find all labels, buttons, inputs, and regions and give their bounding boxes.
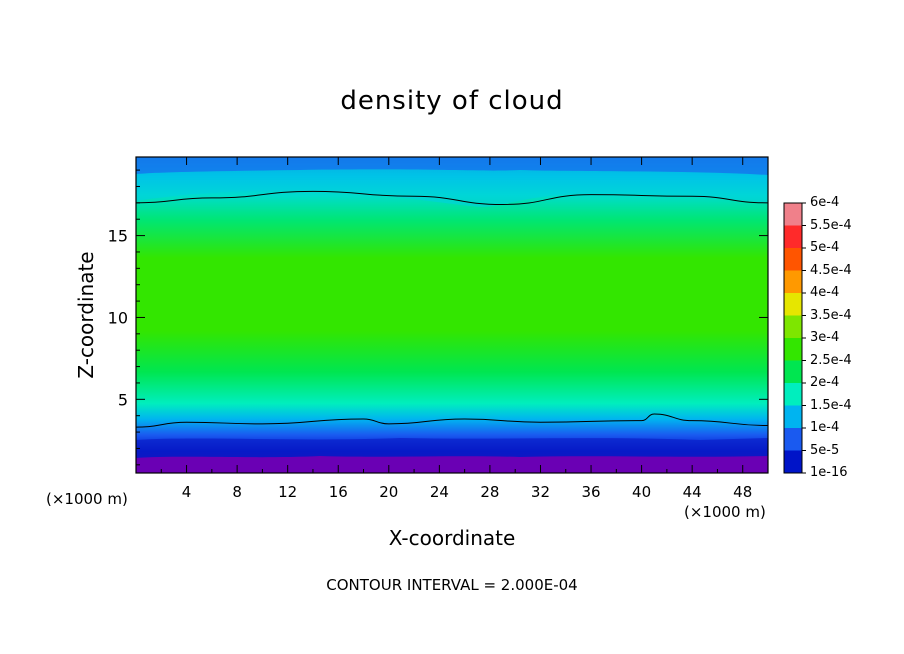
contour-lines bbox=[135, 190, 769, 428]
x-tick-label: 40 bbox=[632, 483, 651, 501]
colorbar-segment bbox=[784, 293, 802, 316]
y-tick-label: 5 bbox=[118, 390, 128, 409]
x-unit-label-right: (×1000 m) bbox=[684, 503, 766, 521]
colorbar-label: 4.5e-4 bbox=[810, 262, 852, 278]
x-tick-label: 8 bbox=[232, 483, 242, 501]
y-axis-ticks: 5 10 15 bbox=[108, 169, 768, 466]
colorbar-label: 2.5e-4 bbox=[810, 352, 852, 368]
colorbar-label: 1e-16 bbox=[810, 465, 848, 480]
colorbar-label: 3.5e-4 bbox=[810, 307, 852, 323]
colorbar-label: 1.5e-4 bbox=[810, 397, 852, 413]
x-tick-label: 36 bbox=[581, 483, 600, 501]
y-axis-label: Z-coordinate bbox=[74, 251, 98, 379]
upper-blue-band bbox=[136, 157, 768, 175]
colorbar-label: 2e-4 bbox=[810, 375, 840, 390]
x-tick-label: 20 bbox=[379, 483, 398, 501]
x-tick-label: 16 bbox=[329, 483, 348, 501]
x-tick-label: 12 bbox=[278, 483, 297, 501]
x-axis-label: X-coordinate bbox=[388, 526, 516, 550]
colorbar-segment bbox=[784, 383, 802, 406]
x-tick-label: 48 bbox=[733, 483, 752, 501]
colorbar-label: 5e-4 bbox=[810, 240, 840, 255]
heatmap-field bbox=[136, 157, 768, 473]
x-unit-label-left: (×1000 m) bbox=[46, 490, 128, 508]
colorbar-segment bbox=[784, 428, 802, 451]
colorbar-segment bbox=[784, 338, 802, 361]
colorbar-label: 5.5e-4 bbox=[810, 217, 852, 233]
contour-line-2 bbox=[135, 413, 769, 428]
colorbar-segment bbox=[784, 315, 802, 338]
ground-purple-band bbox=[136, 456, 768, 473]
x-tick-label: 32 bbox=[531, 483, 550, 501]
colorbar bbox=[783, 202, 806, 474]
colorbar-segment bbox=[784, 450, 802, 473]
plot-frame bbox=[135, 156, 769, 474]
colorbar-label: 1e-4 bbox=[810, 420, 840, 435]
x-tick-label: 4 bbox=[182, 483, 192, 501]
y-tick-label: 10 bbox=[108, 308, 128, 327]
colorbar-segment bbox=[784, 248, 802, 271]
x-tick-label: 24 bbox=[430, 483, 449, 501]
x-tick-label: 28 bbox=[480, 483, 499, 501]
colorbar-label: 4e-4 bbox=[810, 285, 840, 300]
x-tick-label: 44 bbox=[683, 483, 702, 501]
colorbar-label: 5e-5 bbox=[810, 442, 840, 458]
colorbar-label: 6e-4 bbox=[810, 195, 840, 210]
colorbar-segment bbox=[784, 203, 802, 226]
x-axis-ticks: 4 8 12 16 20 24 28 32 36 40 44 48 bbox=[160, 157, 752, 501]
contour-interval-note: CONTOUR INTERVAL = 2.000E-04 bbox=[326, 576, 578, 594]
chart-title: density of cloud bbox=[340, 86, 564, 116]
colorbar-segment bbox=[784, 360, 802, 383]
contour-line-1 bbox=[135, 190, 769, 205]
y-tick-label: 15 bbox=[108, 227, 128, 246]
colorbar-segment bbox=[784, 270, 802, 293]
colorbar-segment bbox=[784, 405, 802, 428]
colorbar-label: 3e-4 bbox=[810, 330, 840, 345]
colorbar-segment bbox=[784, 225, 802, 248]
